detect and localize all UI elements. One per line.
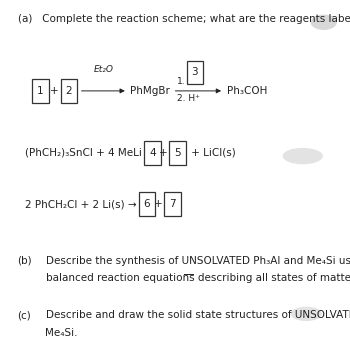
- Text: (c): (c): [18, 310, 31, 320]
- FancyBboxPatch shape: [144, 141, 161, 165]
- Text: 1.: 1.: [177, 77, 186, 86]
- Text: Ph₃COH: Ph₃COH: [227, 86, 267, 96]
- Text: +: +: [50, 86, 58, 96]
- Text: Describe the synthesis of UNSOLVATED Ph₃Al and Me₄Si using fully: Describe the synthesis of UNSOLVATED Ph₃…: [46, 256, 350, 265]
- Text: (a)   Complete the reaction scheme; what are the reagents labelled 1–7?: (a) Complete the reaction scheme; what a…: [18, 14, 350, 24]
- Ellipse shape: [283, 148, 323, 164]
- Text: 2 PhCH₂Cl + 2 Li(s) →: 2 PhCH₂Cl + 2 Li(s) →: [25, 199, 136, 209]
- Text: + LiCl(s): + LiCl(s): [188, 147, 236, 158]
- FancyBboxPatch shape: [32, 79, 49, 103]
- Text: 1: 1: [37, 86, 43, 96]
- Text: 2. H⁺: 2. H⁺: [177, 94, 200, 103]
- Text: 2: 2: [66, 86, 72, 96]
- Text: 6: 6: [144, 199, 150, 209]
- Text: balanced reaction equations describing all states of matter.: balanced reaction equations describing a…: [46, 273, 350, 283]
- Text: Et₂O: Et₂O: [93, 66, 113, 74]
- FancyBboxPatch shape: [187, 61, 203, 83]
- Text: 7: 7: [169, 199, 175, 209]
- FancyBboxPatch shape: [139, 192, 155, 216]
- Text: +: +: [154, 199, 162, 209]
- FancyBboxPatch shape: [61, 79, 77, 103]
- Text: 5: 5: [174, 147, 181, 158]
- Text: PhMgBr: PhMgBr: [130, 86, 170, 96]
- FancyBboxPatch shape: [164, 192, 181, 216]
- Text: +: +: [159, 147, 168, 158]
- Text: (b): (b): [18, 256, 32, 265]
- Text: 4: 4: [149, 147, 155, 158]
- Ellipse shape: [311, 14, 337, 30]
- Text: 3: 3: [192, 67, 198, 78]
- Ellipse shape: [290, 307, 322, 321]
- Text: Describe and draw the solid state structures of UNSOLVATED Ph₃Al and: Describe and draw the solid state struct…: [46, 310, 350, 320]
- FancyBboxPatch shape: [169, 141, 186, 165]
- Text: Me₄Si.: Me₄Si.: [46, 328, 78, 338]
- Text: (PhCH₂)₃SnCl + 4 MeLi →: (PhCH₂)₃SnCl + 4 MeLi →: [25, 147, 153, 158]
